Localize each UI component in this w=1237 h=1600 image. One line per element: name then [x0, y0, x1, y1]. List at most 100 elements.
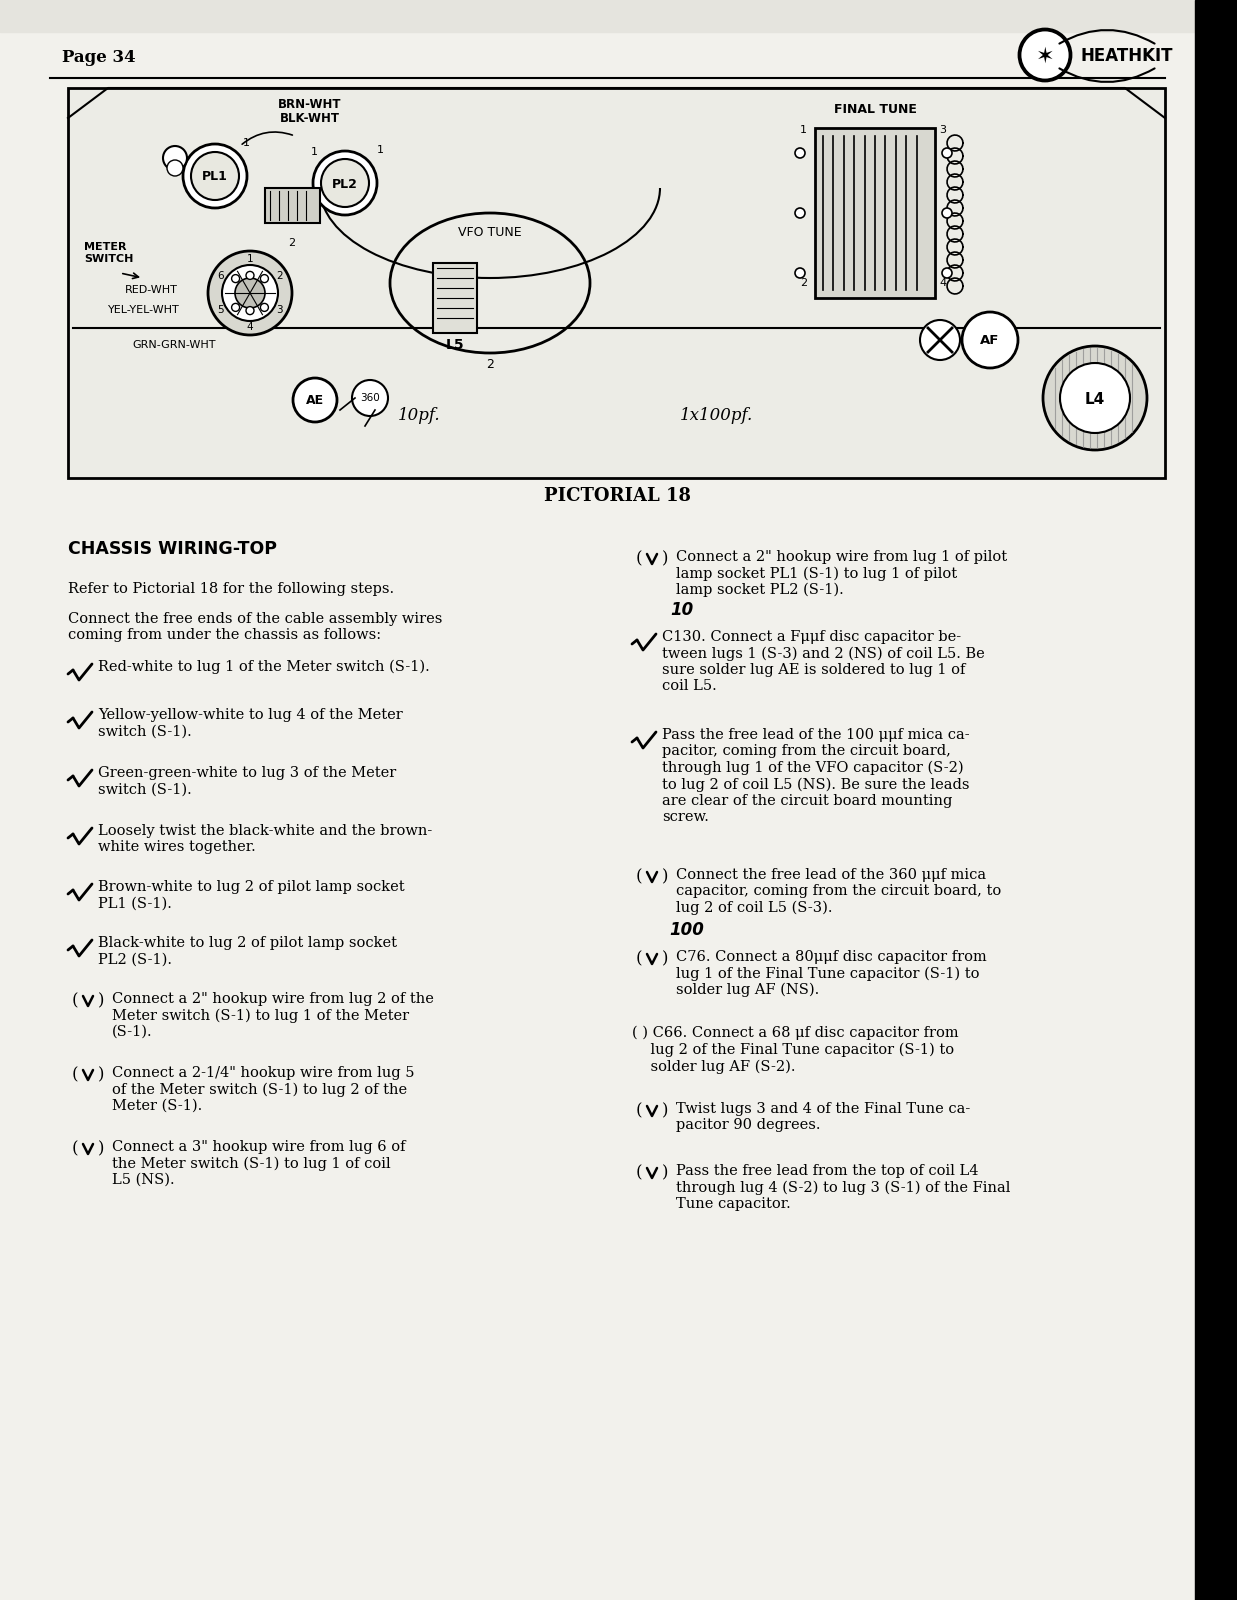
Text: Loosely twist the black-white and the brown-
white wires together.: Loosely twist the black-white and the br…	[98, 824, 432, 854]
Text: Pass the free lead from the top of coil L4
through lug 4 (S-2) to lug 3 (S-1) of: Pass the free lead from the top of coil …	[675, 1165, 1011, 1211]
Text: 360: 360	[360, 394, 380, 403]
Circle shape	[320, 158, 369, 206]
Text: Connect a 3" hookup wire from lug 6 of
the Meter switch (S-1) to lug 1 of coil
L: Connect a 3" hookup wire from lug 6 of t…	[113, 1139, 406, 1187]
Circle shape	[795, 208, 805, 218]
Text: METER: METER	[84, 242, 126, 251]
Circle shape	[962, 312, 1018, 368]
Text: L5: L5	[445, 338, 464, 352]
Text: 1: 1	[246, 254, 254, 264]
Circle shape	[943, 267, 952, 278]
Bar	[265, 187, 320, 222]
Text: 3: 3	[276, 306, 283, 315]
Bar	[433, 262, 477, 333]
Text: Twist lugs 3 and 4 of the Final Tune ca-
pacitor 90 degrees.: Twist lugs 3 and 4 of the Final Tune ca-…	[675, 1102, 970, 1133]
Circle shape	[795, 267, 805, 278]
Circle shape	[293, 378, 336, 422]
Text: AF: AF	[980, 334, 999, 347]
Text: Connect the free ends of the cable assembly wires
coming from under the chassis : Connect the free ends of the cable assem…	[68, 611, 443, 642]
Text: ): )	[662, 1102, 668, 1118]
Text: GRN-GRN-WHT: GRN-GRN-WHT	[132, 341, 215, 350]
Bar	[0, 0, 1195, 32]
Text: 1: 1	[310, 147, 318, 157]
Text: Pass the free lead of the 100 μμf mica ca-
pacitor, coming from the circuit boar: Pass the free lead of the 100 μμf mica c…	[662, 728, 970, 824]
Text: (: (	[636, 550, 642, 566]
Text: VFO TUNE: VFO TUNE	[458, 226, 522, 238]
Text: RED-WHT: RED-WHT	[125, 285, 178, 294]
Text: (: (	[636, 867, 642, 885]
Text: 1: 1	[800, 125, 807, 134]
Bar	[815, 128, 935, 298]
Text: 4: 4	[939, 278, 946, 288]
Circle shape	[1060, 363, 1131, 434]
Text: 2: 2	[800, 278, 807, 288]
Circle shape	[246, 307, 254, 315]
Text: ): )	[662, 1165, 668, 1181]
Text: CHASSIS WIRING-TOP: CHASSIS WIRING-TOP	[68, 541, 277, 558]
Text: (: (	[72, 1066, 78, 1083]
Circle shape	[943, 208, 952, 218]
Text: BLK-WHT: BLK-WHT	[280, 112, 340, 125]
Circle shape	[313, 150, 377, 214]
Text: Connect a 2-1/4" hookup wire from lug 5
of the Meter switch (S-1) to lug 2 of th: Connect a 2-1/4" hookup wire from lug 5 …	[113, 1066, 414, 1114]
Text: 100: 100	[669, 922, 704, 939]
Circle shape	[190, 152, 239, 200]
Text: (: (	[636, 950, 642, 966]
Text: ): )	[662, 867, 668, 885]
Circle shape	[353, 379, 388, 416]
Text: FINAL TUNE: FINAL TUNE	[834, 102, 917, 117]
Text: 2: 2	[276, 270, 283, 282]
Circle shape	[261, 304, 268, 312]
Circle shape	[920, 320, 960, 360]
Circle shape	[183, 144, 247, 208]
Circle shape	[943, 149, 952, 158]
Text: HEATHKIT: HEATHKIT	[1080, 46, 1173, 66]
Circle shape	[231, 275, 240, 283]
Text: 10pf.: 10pf.	[398, 406, 440, 424]
Text: Connect the free lead of the 360 μμf mica
capacitor, coming from the circuit boa: Connect the free lead of the 360 μμf mic…	[675, 867, 1001, 915]
Text: Green-green-white to lug 3 of the Meter
switch (S-1).: Green-green-white to lug 3 of the Meter …	[98, 766, 396, 797]
Circle shape	[163, 146, 187, 170]
Circle shape	[167, 160, 183, 176]
Circle shape	[246, 272, 254, 280]
Text: ): )	[98, 1139, 104, 1157]
Circle shape	[261, 275, 268, 283]
Text: 2: 2	[288, 238, 296, 248]
Text: 5: 5	[218, 306, 224, 315]
Text: BRN-WHT: BRN-WHT	[278, 98, 341, 110]
Circle shape	[231, 304, 240, 312]
Text: 3: 3	[939, 125, 946, 134]
Text: Page 34: Page 34	[62, 48, 136, 66]
Circle shape	[235, 278, 265, 307]
Text: ( ) C66. Connect a 68 μf disc capacitor from
    lug 2 of the Final Tune capacit: ( ) C66. Connect a 68 μf disc capacitor …	[632, 1026, 959, 1074]
Text: SWITCH: SWITCH	[84, 254, 134, 264]
Text: Refer to Pictorial 18 for the following steps.: Refer to Pictorial 18 for the following …	[68, 582, 395, 595]
Text: ✶: ✶	[1035, 46, 1054, 67]
Text: (: (	[636, 1165, 642, 1181]
Circle shape	[208, 251, 292, 334]
Text: PICTORIAL 18: PICTORIAL 18	[544, 486, 691, 506]
Text: YEL-YEL-WHT: YEL-YEL-WHT	[108, 306, 179, 315]
Text: ): )	[662, 950, 668, 966]
Text: 10: 10	[670, 602, 694, 619]
Text: 1: 1	[242, 138, 250, 149]
Text: 6: 6	[218, 270, 224, 282]
Text: Black-white to lug 2 of pilot lamp socket
PL2 (S-1).: Black-white to lug 2 of pilot lamp socke…	[98, 936, 397, 966]
Text: Connect a 2" hookup wire from lug 2 of the
Meter switch (S-1) to lug 1 of the Me: Connect a 2" hookup wire from lug 2 of t…	[113, 992, 434, 1038]
Text: L4: L4	[1085, 392, 1105, 406]
Bar	[1195, 0, 1237, 1600]
Text: 2: 2	[486, 358, 494, 371]
Text: 1x100pf.: 1x100pf.	[680, 406, 753, 424]
Text: Yellow-yellow-white to lug 4 of the Meter
switch (S-1).: Yellow-yellow-white to lug 4 of the Mete…	[98, 707, 403, 738]
Text: (: (	[72, 1139, 78, 1157]
Text: (: (	[636, 1102, 642, 1118]
Text: Red-white to lug 1 of the Meter switch (S-1).: Red-white to lug 1 of the Meter switch (…	[98, 659, 429, 674]
Text: ): )	[662, 550, 668, 566]
Text: AE: AE	[306, 395, 324, 408]
Text: (: (	[72, 992, 78, 1010]
Text: ): )	[98, 992, 104, 1010]
Text: 1: 1	[377, 146, 383, 155]
Circle shape	[795, 149, 805, 158]
Text: PL1: PL1	[202, 171, 228, 184]
Circle shape	[221, 266, 278, 322]
Text: ): )	[98, 1066, 104, 1083]
